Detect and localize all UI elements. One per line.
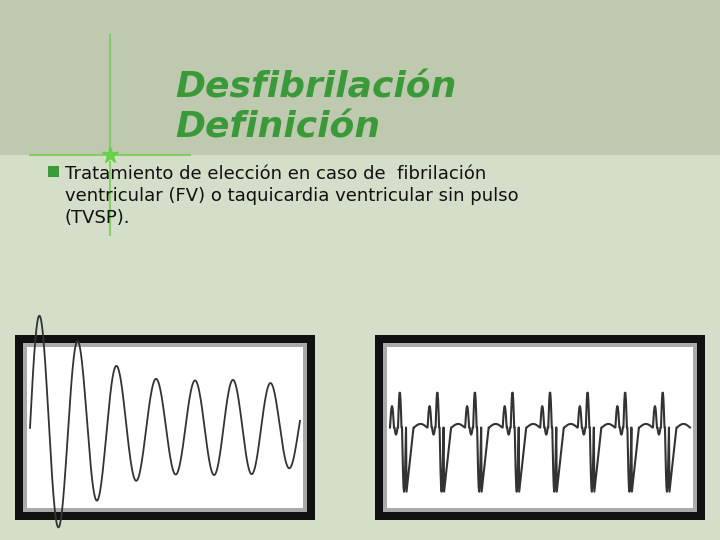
Text: ventricular (FV) o taquicardia ventricular sin pulso: ventricular (FV) o taquicardia ventricul…: [65, 187, 518, 205]
Text: Definición: Definición: [175, 110, 380, 144]
Bar: [383, 343, 697, 512]
Bar: [387, 347, 693, 508]
Bar: [0, 0, 720, 155]
Text: Tratamiento de elección en caso de  fibrilación: Tratamiento de elección en caso de fibri…: [65, 165, 486, 183]
Text: Desfibrilación: Desfibrilación: [175, 70, 456, 104]
Bar: [48, 166, 59, 177]
Bar: [0, 155, 720, 540]
Bar: [15, 335, 315, 520]
Text: (TVSP).: (TVSP).: [65, 209, 130, 227]
Bar: [375, 335, 705, 520]
Bar: [23, 343, 307, 512]
Bar: [27, 347, 303, 508]
